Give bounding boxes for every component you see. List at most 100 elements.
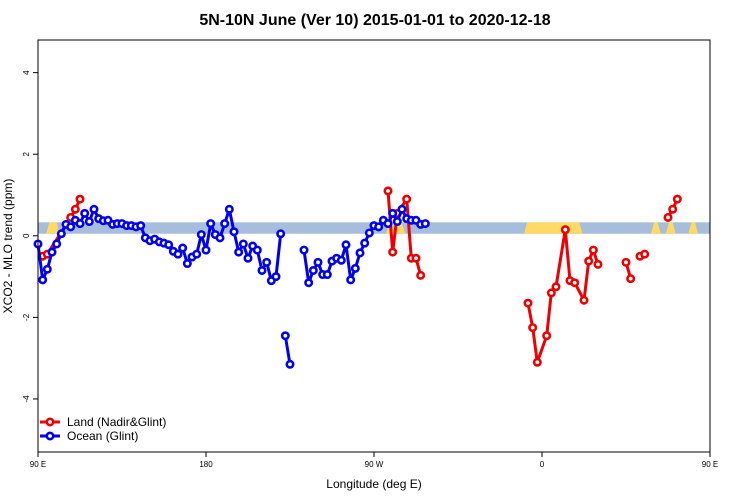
series-1-point-0-28	[164, 240, 174, 250]
series-1-point-2-16	[374, 222, 384, 232]
series-0-point-5-1	[668, 204, 678, 214]
series-1-point-2-8	[336, 255, 346, 265]
x-tick-label-0: 90 E	[30, 460, 46, 469]
x-tick-label-2: 90 W	[365, 460, 384, 469]
series-0-point-2-2	[532, 357, 542, 367]
series-0-point-2-1	[528, 323, 538, 333]
series-1-point-0-37	[206, 219, 216, 229]
series-0-point-2-9	[579, 295, 589, 305]
x-axis-label: Longitude (deg E)	[326, 477, 421, 491]
series-1-point-0-47	[252, 245, 262, 255]
series-1-point-0-11	[84, 217, 94, 227]
legend-marker-0	[45, 417, 55, 427]
series-1-point-2-18	[383, 219, 393, 229]
series-1-point-2-14	[364, 228, 374, 238]
series-1-point-2-3	[313, 257, 323, 267]
series-1-point-0-4	[52, 239, 62, 249]
series-0-point-4-1	[640, 249, 650, 259]
land-band-0	[46, 222, 60, 234]
series-1-point-0-44	[238, 239, 248, 249]
plot-frame	[37, 39, 711, 453]
series-1-point-0-34	[192, 249, 202, 259]
series-0-point-0-4	[75, 194, 85, 204]
land-band-5	[688, 222, 699, 234]
series-1-point-0-35	[196, 230, 206, 240]
series-1-point-0-10	[80, 208, 90, 218]
series-1-point-0-9	[75, 219, 85, 229]
series-1-point-2-12	[355, 248, 365, 258]
series-1-point-2-19	[388, 208, 398, 218]
series-1-point-0-5	[56, 229, 66, 239]
series-1-point-0-39	[215, 233, 225, 243]
x-tick-label-1: 180	[199, 460, 213, 469]
series-1	[33, 204, 430, 369]
series-layer	[33, 186, 682, 369]
series-1-point-1-0	[280, 331, 290, 341]
series-1-point-0-32	[182, 259, 192, 269]
series-0-point-1-6	[416, 270, 426, 280]
y-axis-label: XCO2 - MLO trend (ppm)	[1, 179, 15, 314]
series-1-point-2-5	[322, 270, 332, 280]
y-tick-label-2: 0	[22, 233, 31, 238]
series-1-point-0-42	[229, 227, 239, 237]
series-0-point-1-3	[402, 194, 412, 204]
series-1-point-0-1	[38, 275, 48, 285]
chart-title: 5N-10N June (Ver 10) 2015-01-01 to 2020-…	[199, 12, 550, 29]
series-1-point-0-31	[178, 243, 188, 253]
series-0-point-1-1	[388, 247, 398, 257]
y-tick-label-3: 2	[22, 151, 31, 156]
legend: Land (Nadir&Glint)Ocean (Glint)	[40, 415, 166, 443]
series-1-point-0-12	[89, 204, 99, 214]
series-1-point-0-2	[42, 264, 52, 274]
legend-label-0: Land (Nadir&Glint)	[67, 415, 166, 429]
series-0	[38, 186, 682, 367]
series-0-point-2-3	[542, 331, 552, 341]
legend-marker-1	[45, 431, 55, 441]
series-1-point-0-7	[66, 222, 76, 232]
series-0-point-2-11	[588, 245, 598, 255]
series-0-point-0-3	[70, 204, 80, 214]
series-1-point-0-30	[173, 249, 183, 259]
series-1-point-1-1	[285, 359, 295, 369]
y-tick-label-1: -2	[22, 313, 31, 321]
series-1-point-2-13	[360, 238, 370, 248]
series-1-point-2-10	[346, 275, 356, 285]
land-band-2	[524, 222, 583, 234]
series-0-point-1-5	[411, 253, 421, 263]
series-1-point-0-22	[136, 221, 146, 231]
series-1-point-0-52	[276, 229, 286, 239]
series-1-point-0-51	[271, 272, 281, 282]
series-1-point-0-41	[224, 204, 234, 214]
series-1-point-2-9	[341, 240, 351, 250]
y-tick-label-0: -4	[22, 395, 31, 403]
series-0-point-5-2	[672, 194, 682, 204]
series-1-point-0-40	[220, 219, 230, 229]
series-0-point-2-0	[523, 298, 533, 308]
x-axis: 90 E 180 90 W 0 90 E	[30, 452, 718, 469]
series-0-line-2	[526, 228, 600, 364]
series-1-point-2-26	[420, 219, 430, 229]
series-1-point-2-11	[350, 263, 360, 273]
x-tick-label-4: 90 E	[702, 460, 718, 469]
series-1-point-0-43	[234, 247, 244, 257]
legend-label-1: Ocean (Glint)	[67, 429, 138, 443]
series-1-point-0-48	[257, 265, 267, 275]
x-tick-label-3: 0	[540, 460, 545, 469]
series-0-point-3-0	[621, 257, 631, 267]
series-1-point-2-20	[392, 217, 402, 227]
y-axis: -4 -2 0 2 4	[22, 70, 38, 403]
series-1-point-2-1	[304, 278, 314, 288]
series-1-point-0-49	[262, 257, 272, 267]
series-1-point-2-21	[397, 204, 407, 214]
series-0-point-2-8	[570, 278, 580, 288]
series-0-point-2-6	[560, 225, 570, 235]
series-0-point-2-12	[593, 259, 603, 269]
series-1-point-2-2	[308, 265, 318, 275]
series-0-point-5-0	[663, 212, 673, 222]
series-1-point-0-36	[201, 245, 211, 255]
series-0-point-2-5	[551, 282, 561, 292]
series-1-point-0-45	[243, 253, 253, 263]
series-0-point-3-1	[626, 274, 636, 284]
series-0-point-2-10	[584, 256, 594, 266]
